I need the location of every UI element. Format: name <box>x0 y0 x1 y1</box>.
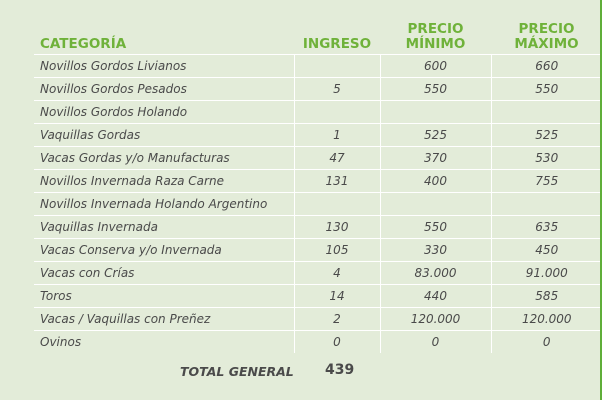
row-precio-maximo: 550 <box>490 77 602 101</box>
row-ingreso: 5 <box>293 77 381 101</box>
row-precio-minimo: 525 <box>379 123 492 147</box>
table-row: Novillos Gordos Livianos 600 660 <box>34 54 602 78</box>
row-category: Vaquillas Gordas <box>34 123 295 147</box>
row-precio-maximo: 635 <box>490 215 602 239</box>
row-category: Novillos Invernada Holando Argentino <box>34 192 295 216</box>
table-row: Vaquillas Invernada 130 550 635 <box>34 215 602 239</box>
row-precio-minimo <box>379 100 492 124</box>
table-row: Ovinos 0 0 0 <box>34 330 602 353</box>
header-precio-minimo-line2: MÍNIMO <box>405 36 466 52</box>
row-ingreso: 47 <box>293 146 381 170</box>
table-row: Vacas Gordas y/o Manufacturas 47 370 530 <box>34 146 602 170</box>
total-label: TOTAL GENERAL <box>180 364 294 379</box>
row-precio-minimo: 550 <box>379 77 492 101</box>
row-precio-minimo: 550 <box>379 215 492 239</box>
row-ingreso <box>293 100 381 124</box>
row-ingreso: 131 <box>293 169 381 193</box>
table-row: Novillos Gordos Pesados 5 550 550 <box>34 77 602 101</box>
row-category: Novillos Gordos Holando <box>34 100 295 124</box>
row-ingreso: 130 <box>293 215 381 239</box>
row-precio-minimo: 440 <box>379 284 492 308</box>
table-row: Novillos Invernada Holando Argentino <box>34 192 602 216</box>
table-row: Toros 14 440 585 <box>34 284 602 308</box>
table-row: Novillos Gordos Holando <box>34 100 602 124</box>
header-precio-maximo-line1: PRECIO <box>518 21 575 37</box>
row-precio-minimo: 400 <box>379 169 492 193</box>
header-ingreso: INGRESO <box>302 36 372 52</box>
row-precio-minimo <box>379 192 492 216</box>
row-ingreso: 2 <box>293 307 381 331</box>
total-value: 439 <box>325 362 355 378</box>
row-precio-maximo: 120.000 <box>490 307 602 331</box>
total-general: TOTAL GENERAL 439 <box>180 362 354 379</box>
page-edge-accent <box>600 0 602 400</box>
row-precio-minimo: 0 <box>379 330 492 353</box>
row-precio-minimo: 83.000 <box>379 261 492 285</box>
row-category: Ovinos <box>34 330 295 353</box>
row-precio-maximo <box>490 192 602 216</box>
row-category: Vacas / Vaquillas con Preñez <box>34 307 295 331</box>
row-precio-maximo: 660 <box>490 54 602 78</box>
row-precio-maximo: 91.000 <box>490 261 602 285</box>
row-category: Novillos Invernada Raza Carne <box>34 169 295 193</box>
table-header-row: CATEGORÍA INGRESO PRECIO MÍNIMO PRECIO M… <box>34 14 602 55</box>
row-precio-minimo: 330 <box>379 238 492 262</box>
row-precio-maximo <box>490 100 602 124</box>
header-precio-minimo-line1: PRECIO <box>407 21 464 37</box>
row-ingreso: 14 <box>293 284 381 308</box>
row-category: Novillos Gordos Pesados <box>34 77 295 101</box>
row-precio-minimo: 120.000 <box>379 307 492 331</box>
row-ingreso <box>293 54 381 78</box>
row-category: Novillos Gordos Livianos <box>34 54 295 78</box>
row-precio-maximo: 0 <box>490 330 602 353</box>
row-category: Vaquillas Invernada <box>34 215 295 239</box>
row-precio-maximo: 755 <box>490 169 602 193</box>
row-ingreso: 4 <box>293 261 381 285</box>
price-table: CATEGORÍA INGRESO PRECIO MÍNIMO PRECIO M… <box>34 14 602 353</box>
table-row: Novillos Invernada Raza Carne 131 400 755 <box>34 169 602 193</box>
table-row: Vacas / Vaquillas con Preñez 2 120.000 120.… <box>34 307 602 331</box>
row-precio-minimo: 600 <box>379 54 492 78</box>
row-precio-maximo: 530 <box>490 146 602 170</box>
row-precio-maximo: 525 <box>490 123 602 147</box>
row-ingreso <box>293 192 381 216</box>
table-row: Vacas Conserva y/o Invernada 105 330 450 <box>34 238 602 262</box>
row-ingreso: 0 <box>293 330 381 353</box>
row-precio-minimo: 370 <box>379 146 492 170</box>
row-category: Vacas Gordas y/o Manufacturas <box>34 146 295 170</box>
row-ingreso: 105 <box>293 238 381 262</box>
header-category: CATEGORÍA <box>40 36 127 52</box>
row-ingreso: 1 <box>293 123 381 147</box>
table-row: Vacas con Crías 4 83.000 91.000 <box>34 261 602 285</box>
table-row: Vaquillas Gordas 1 525 525 <box>34 123 602 147</box>
row-category: Vacas con Crías <box>34 261 295 285</box>
row-precio-maximo: 585 <box>490 284 602 308</box>
header-precio-maximo-line2: MÁXIMO <box>514 36 579 52</box>
header-precio-minimo: PRECIO MÍNIMO <box>380 14 491 55</box>
row-category: Toros <box>34 284 295 308</box>
row-category: Vacas Conserva y/o Invernada <box>34 238 295 262</box>
header-precio-maximo: PRECIO MÁXIMO <box>491 14 602 55</box>
row-precio-maximo: 450 <box>490 238 602 262</box>
